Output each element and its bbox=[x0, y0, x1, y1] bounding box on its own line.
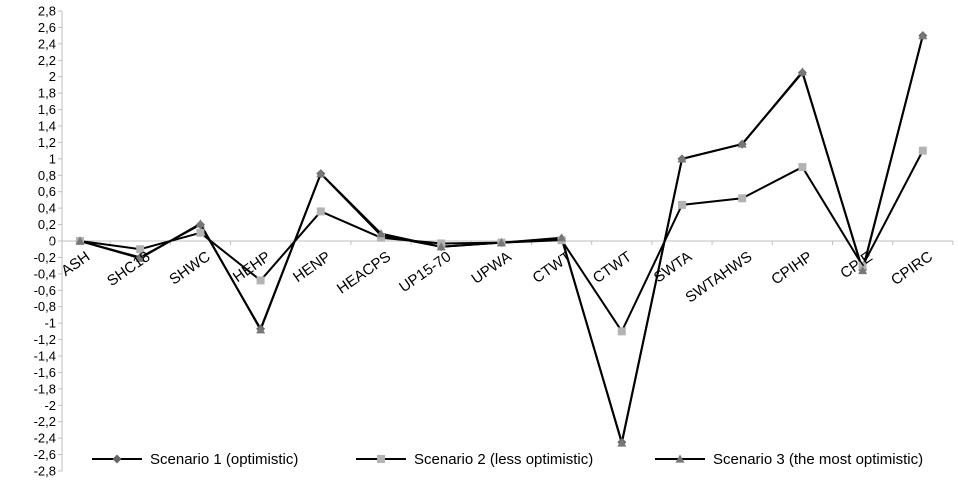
series-3-point bbox=[797, 67, 807, 76]
series-2-point bbox=[798, 163, 807, 172]
category-label: HENP bbox=[290, 248, 334, 286]
series-2-point bbox=[196, 228, 205, 237]
category-label: HEACPS bbox=[334, 248, 394, 297]
y-axis: -2,8 -2,6-2,4 -2,2-2 -1,8-1,6-1,4 -1,2-1 -0,8… bbox=[34, 4, 63, 479]
y-tick-label: 0,4 bbox=[38, 201, 56, 216]
category-label: CPIRC bbox=[888, 248, 936, 289]
series-3-point bbox=[75, 236, 85, 245]
series-2-point bbox=[738, 194, 747, 203]
y-tick-label: 0,8 bbox=[38, 168, 56, 183]
category-label: SWTAHWS bbox=[682, 248, 755, 306]
y-tick-label: -1,4 bbox=[34, 349, 56, 364]
y-tick-label: -0,4 bbox=[34, 266, 56, 281]
series-2-point bbox=[617, 327, 626, 336]
y-tick-label: -0,8 bbox=[34, 299, 56, 314]
series-3-point bbox=[376, 229, 386, 238]
y-tick-label: -2,2 bbox=[34, 414, 56, 429]
legend-label-1: Scenario 1 (optimistic) bbox=[150, 451, 298, 468]
legend-marker-2 bbox=[377, 455, 385, 463]
y-tick-label: 2 bbox=[49, 69, 56, 84]
y-tick-label: 0,6 bbox=[38, 184, 56, 199]
category-label: UP15-70 bbox=[396, 248, 454, 296]
series-3-point bbox=[195, 219, 205, 228]
legend-marker-3 bbox=[675, 454, 685, 463]
legend-label-3: Scenario 3 (the most optimistic) bbox=[713, 451, 923, 468]
series-3-point bbox=[436, 242, 446, 251]
series-3-point bbox=[496, 238, 506, 247]
y-tick-label: -2,6 bbox=[34, 447, 56, 462]
legend-label-2: Scenario 2 (less optimistic) bbox=[414, 451, 593, 468]
series-2-point bbox=[377, 233, 385, 242]
y-tick-label: -0,6 bbox=[34, 283, 56, 298]
category-label: HEHP bbox=[230, 248, 274, 286]
series-layer bbox=[75, 31, 928, 447]
y-tick-label: -1,2 bbox=[34, 332, 56, 347]
category-label: CPIHP bbox=[768, 248, 815, 288]
y-tick-label: 2,4 bbox=[38, 36, 56, 51]
series-3-point bbox=[918, 31, 928, 40]
category-label: SHWC bbox=[166, 248, 213, 288]
series-2-point bbox=[256, 276, 265, 285]
y-tick-label: -0,2 bbox=[34, 250, 56, 265]
series-2-point bbox=[858, 261, 867, 270]
category-label: UPWA bbox=[468, 248, 514, 287]
category-labels: ASH SHC18 SHWC HEHP HENP HEACPS UP15-70 UPWA CTW… bbox=[58, 248, 936, 306]
series-2-point bbox=[316, 207, 325, 216]
series-3-point bbox=[557, 233, 567, 242]
series-3-point bbox=[737, 139, 747, 148]
y-tick-label: 1,6 bbox=[38, 102, 56, 117]
y-tick-label: -2 bbox=[44, 398, 56, 413]
y-tick-label: 0,2 bbox=[38, 217, 56, 232]
y-tick-label: -1 bbox=[44, 316, 56, 331]
category-label: CTWT bbox=[590, 248, 635, 287]
category-label: SWTA bbox=[651, 248, 695, 286]
y-tick-label: -2,8 bbox=[34, 464, 56, 479]
series-3-point bbox=[256, 325, 266, 334]
y-tick-label: 1 bbox=[49, 151, 56, 166]
series-3-point bbox=[617, 438, 627, 447]
legend: Scenario 1 (optimistic) Scenario 2 (less … bbox=[92, 451, 923, 468]
y-tick-label: 2,2 bbox=[38, 53, 56, 68]
series-2-point bbox=[918, 146, 927, 155]
series-3-point bbox=[858, 266, 868, 275]
legend-marker-1 bbox=[112, 454, 122, 464]
series-2-point bbox=[136, 245, 145, 254]
series-3-point bbox=[135, 253, 145, 262]
y-tick-label: 1,8 bbox=[38, 86, 56, 101]
y-tick-label: 1,2 bbox=[38, 135, 56, 150]
category-label: ASH bbox=[58, 248, 93, 280]
y-tick-label: -2,4 bbox=[34, 431, 56, 446]
y-tick-label: 2,6 bbox=[38, 20, 56, 35]
y-tick-label: -1,6 bbox=[34, 365, 56, 380]
y-tick-label: 1,4 bbox=[38, 119, 56, 134]
series-3-point bbox=[316, 169, 326, 178]
y-tick-label: 2,8 bbox=[38, 4, 56, 19]
y-tick-label: -1,8 bbox=[34, 381, 56, 396]
series-3-point bbox=[677, 154, 687, 163]
y-tick-label: 0 bbox=[49, 234, 56, 249]
series-2-point bbox=[678, 200, 686, 209]
category-label: CTWT bbox=[530, 248, 575, 287]
